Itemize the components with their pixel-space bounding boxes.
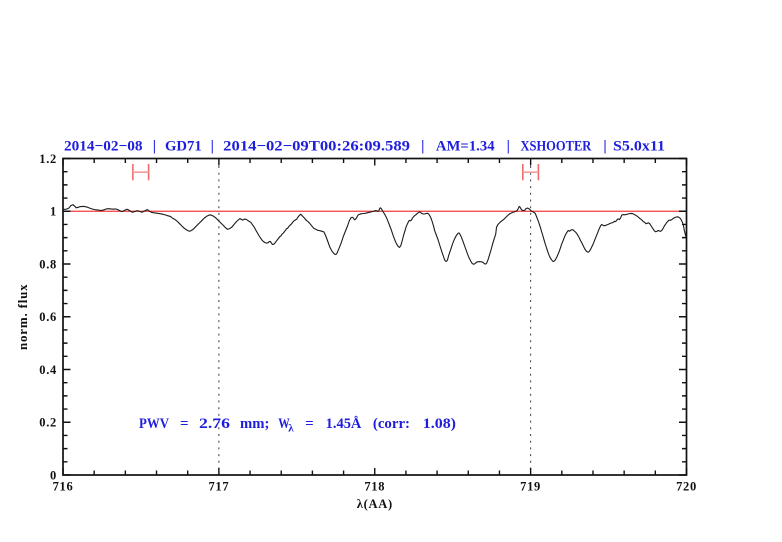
svg-text:720: 720 <box>676 480 697 494</box>
svg-text:717: 717 <box>208 480 229 494</box>
svg-text:|: | <box>153 139 156 155</box>
svg-text:2014−02−08: 2014−02−08 <box>64 139 143 155</box>
svg-text:1.45Å: 1.45Å <box>326 416 362 432</box>
svg-text:XSHOOTER: XSHOOTER <box>521 139 592 155</box>
svg-text:0.2: 0.2 <box>39 416 57 430</box>
svg-text:0: 0 <box>50 468 57 482</box>
svg-text:λ: λ <box>288 422 294 434</box>
svg-text:PWV: PWV <box>139 416 169 432</box>
svg-text:718: 718 <box>364 480 385 494</box>
svg-text:norm. flux: norm. flux <box>15 284 30 351</box>
svg-text:719: 719 <box>520 480 541 494</box>
svg-text:(corr:: (corr: <box>373 416 410 432</box>
svg-text:=: = <box>180 416 189 432</box>
svg-text:|: | <box>507 139 510 155</box>
svg-text:1: 1 <box>50 205 57 219</box>
svg-text:λ(AA): λ(AA) <box>357 497 393 511</box>
svg-text:|: | <box>421 139 424 155</box>
svg-text:AM=1.34: AM=1.34 <box>436 139 495 155</box>
svg-text:0.4: 0.4 <box>39 363 57 377</box>
svg-text:|: | <box>211 139 214 155</box>
svg-text:0.8: 0.8 <box>39 257 57 271</box>
svg-text:716: 716 <box>53 480 74 494</box>
svg-text:2014−02−09T00:26:09.589: 2014−02−09T00:26:09.589 <box>223 139 410 155</box>
svg-text:0.6: 0.6 <box>39 310 57 324</box>
svg-text:1.08): 1.08) <box>423 416 456 432</box>
svg-text:mm;: mm; <box>240 416 269 432</box>
svg-text:=: = <box>305 416 314 432</box>
svg-text:S5.0x11: S5.0x11 <box>613 139 665 155</box>
svg-text:2.76: 2.76 <box>199 416 231 432</box>
svg-text:W: W <box>278 416 290 432</box>
svg-text:GD71: GD71 <box>165 139 202 155</box>
svg-text:1.2: 1.2 <box>39 152 57 166</box>
svg-text:|: | <box>603 139 606 155</box>
